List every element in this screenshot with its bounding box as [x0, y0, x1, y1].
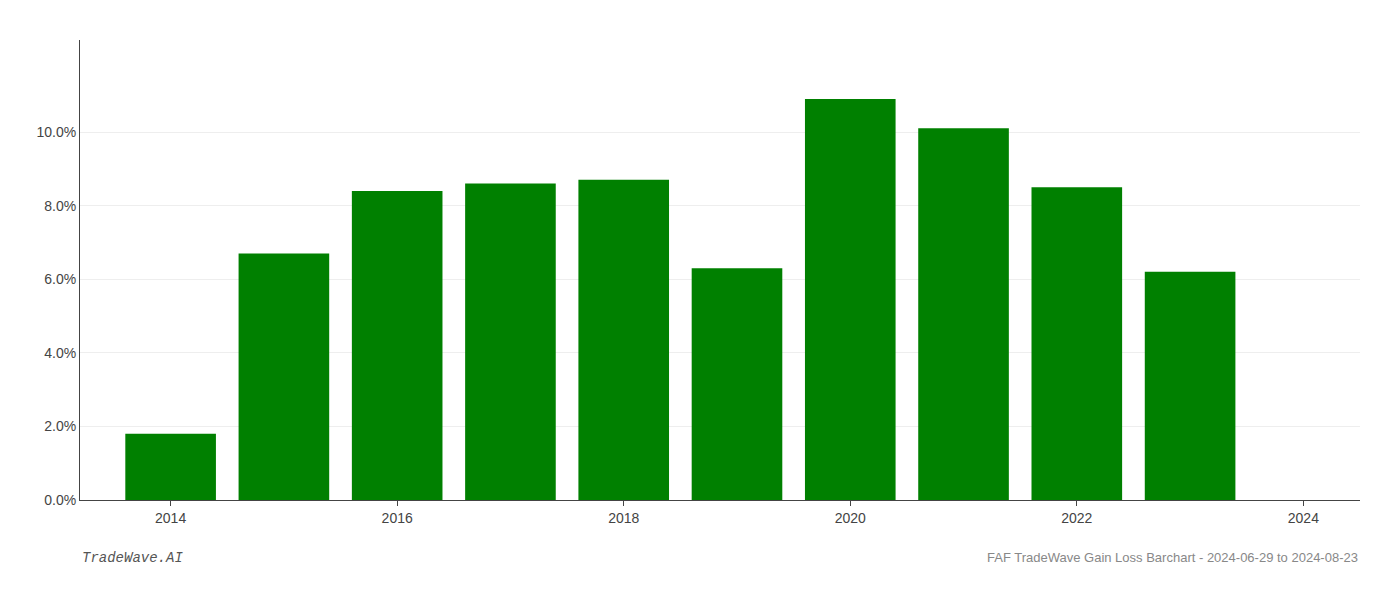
svg-text:FAF TradeWave Gain Loss Barcha: FAF TradeWave Gain Loss Barchart - 2024-…	[987, 550, 1358, 565]
svg-text:10.0%: 10.0%	[36, 124, 76, 140]
svg-text:2.0%: 2.0%	[44, 418, 76, 434]
svg-text:4.0%: 4.0%	[44, 345, 76, 361]
svg-text:6.0%: 6.0%	[44, 271, 76, 287]
svg-text:TradeWave.AI: TradeWave.AI	[82, 550, 183, 566]
svg-text:2024: 2024	[1288, 510, 1319, 526]
svg-text:0.0%: 0.0%	[44, 492, 76, 508]
svg-text:2014: 2014	[155, 510, 186, 526]
svg-text:2016: 2016	[382, 510, 413, 526]
svg-text:8.0%: 8.0%	[44, 198, 76, 214]
svg-text:2022: 2022	[1061, 510, 1092, 526]
svg-text:2020: 2020	[835, 510, 866, 526]
svg-text:2018: 2018	[608, 510, 639, 526]
